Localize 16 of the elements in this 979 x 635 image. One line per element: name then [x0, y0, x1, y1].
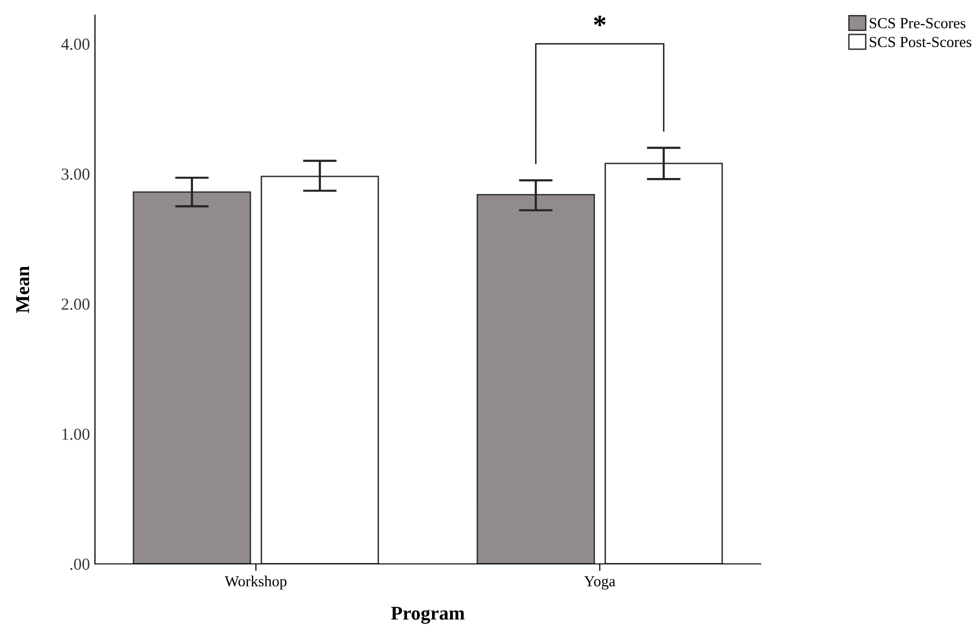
x-axis-title: Program	[391, 606, 465, 624]
bar	[476, 194, 595, 564]
y-tick-label: 4.00	[61, 38, 90, 50]
y-tick-label: 1.00	[62, 428, 90, 440]
y-tick-label: .00	[70, 558, 90, 570]
legend-label: SCS Pre-Scores	[870, 18, 966, 28]
x-tick-label: Workshop	[224, 576, 287, 590]
y-axis-title: Mean	[16, 266, 30, 313]
bar	[604, 162, 723, 564]
x-tick-label: Yoga	[584, 576, 616, 590]
bar	[260, 176, 379, 564]
y-tick-label: 3.00	[62, 168, 90, 180]
y-tick-label: 2.00	[62, 298, 90, 310]
legend-label: SCS Post-Scores	[870, 36, 972, 48]
annotation: *	[594, 16, 606, 26]
bar	[132, 191, 252, 564]
